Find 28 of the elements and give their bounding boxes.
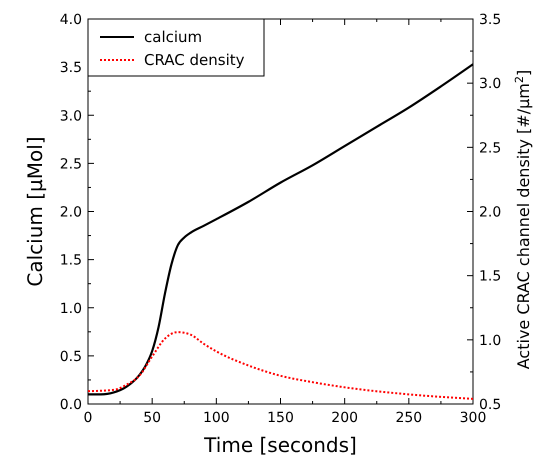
y-tick-label: 2.0 — [60, 204, 82, 220]
x-tick-label: 50 — [143, 410, 162, 426]
y2-tick-label: 0.5 — [479, 397, 502, 413]
legend-label: CRAC density — [144, 51, 245, 69]
y-tick-label: 0.0 — [60, 397, 82, 413]
y2-tick-label: 3.0 — [479, 76, 502, 92]
y2-tick-label: 3.5 — [479, 12, 502, 28]
x-tick-label: 250 — [395, 410, 422, 426]
x-tick-label: 0 — [84, 410, 92, 426]
y2-tick-label: 1.5 — [479, 268, 502, 285]
y-tick-label: 3.5 — [60, 60, 82, 76]
x-tick-label: 300 — [460, 410, 486, 426]
x-tick-label: 100 — [202, 410, 230, 426]
y2-tick-label: 2.5 — [479, 140, 502, 156]
x-tick-label: 200 — [331, 410, 358, 426]
y2-tick-label: 2.0 — [479, 204, 502, 220]
y2-tick-label: 1.0 — [479, 332, 502, 349]
y-tick-label: 0.5 — [60, 348, 82, 365]
y-axis-title: Calcium [μMol] — [23, 136, 47, 287]
y-tick-label: 1.5 — [60, 252, 82, 269]
x-axis-title: Time [seconds] — [203, 433, 357, 457]
y-tick-label: 3.0 — [60, 108, 82, 124]
legend-label: calcium — [144, 28, 202, 46]
x-tick-label: 150 — [267, 410, 294, 426]
y-tick-label: 2.5 — [60, 156, 82, 172]
y-tick-label: 4.0 — [60, 12, 82, 28]
y-tick-label: 1.0 — [60, 300, 82, 317]
line-series — [87, 331, 474, 400]
